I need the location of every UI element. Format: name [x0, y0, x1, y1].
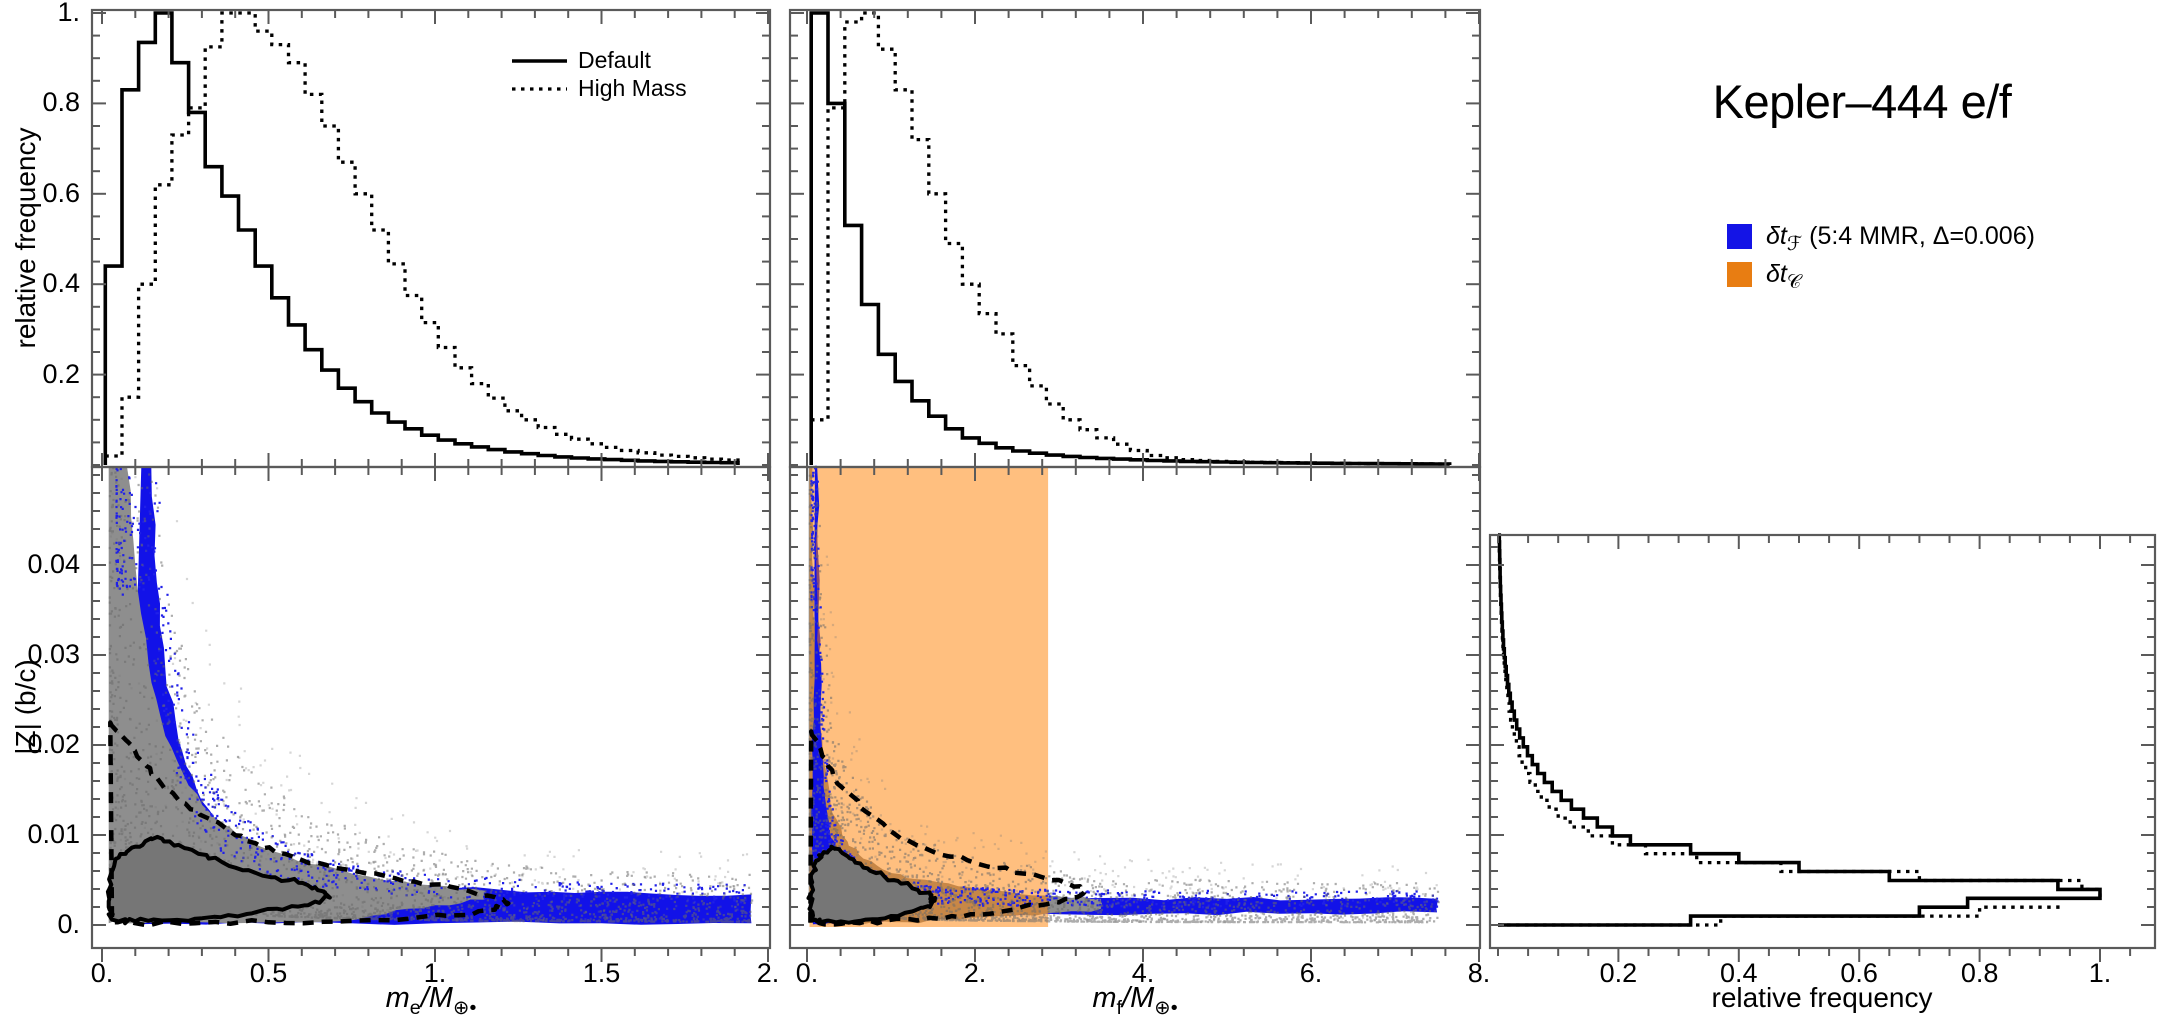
z-histogram-high-mass-line	[1497, 533, 2102, 927]
tick-label: 1.	[423, 958, 447, 988]
tick-label: 0.4	[1720, 958, 1758, 988]
tick-label: 2.	[963, 958, 987, 988]
delta-t-c-swatch-icon	[1727, 262, 1752, 287]
legend-label-delta-t-c: δt𝒞	[1766, 260, 1802, 293]
histogram-high-mass-line	[103, 11, 740, 465]
tick-label: 0.	[57, 909, 80, 939]
tick-label: 0.04	[27, 549, 80, 579]
xlabel-relative-frequency: relative frequency	[1711, 982, 1933, 1013]
tick-label: 6.	[1299, 958, 1323, 988]
tick-label: 0.03	[27, 639, 80, 669]
tick-label: 4.	[1131, 958, 1155, 988]
tick-label: 0.01	[27, 819, 80, 849]
panel-hist-mf	[809, 11, 1452, 466]
tick-label: 0.5	[249, 958, 288, 988]
tick-label: 0.02	[27, 729, 80, 759]
tick-label: 0.6	[1840, 958, 1878, 988]
tick-label: 1.5	[582, 958, 621, 988]
tick-label: 1.	[57, 0, 80, 27]
histogram-default-line	[809, 11, 1452, 466]
delta-t-f-swatch-icon	[1727, 224, 1752, 249]
xlabel-me: me/M⊕•	[385, 982, 477, 1019]
tick-label: 2.	[756, 958, 780, 988]
panel-scatter-me	[105, 466, 754, 928]
tick-label: 1.	[2088, 958, 2112, 988]
tick-label: 0.8	[1960, 958, 1999, 988]
legend-label-high-mass: High Mass	[578, 75, 687, 101]
tick-label: 0.	[795, 958, 819, 988]
tick-label: 0.6	[42, 177, 80, 208]
tick-label: 8.	[1467, 958, 1491, 988]
tick-label: 0.	[90, 958, 114, 988]
tick-label: 0.2	[1599, 958, 1638, 988]
legend-label-default: Default	[578, 47, 651, 73]
figure-title: Kepler–444 e/f	[1712, 75, 2012, 128]
tick-label: 0.8	[42, 87, 80, 118]
xlabel-mf: mf/M⊕•	[1092, 982, 1178, 1019]
histogram-high-mass-line	[809, 11, 1452, 466]
z-histogram-default-line	[1497, 533, 2102, 927]
panel-hist-me	[103, 11, 740, 465]
ylabel-relative-frequency: relative frequency	[10, 127, 41, 349]
panel-scatter-mf	[806, 465, 1440, 927]
histogram-default-line	[103, 11, 740, 465]
tick-label: 0.4	[42, 268, 80, 299]
tick-label: 0.2	[42, 358, 80, 389]
panel-hist-z	[1497, 533, 2102, 927]
legend-label-delta-t-f: δtℱ (5:4 MMR, Δ=0.006)	[1766, 222, 2035, 255]
